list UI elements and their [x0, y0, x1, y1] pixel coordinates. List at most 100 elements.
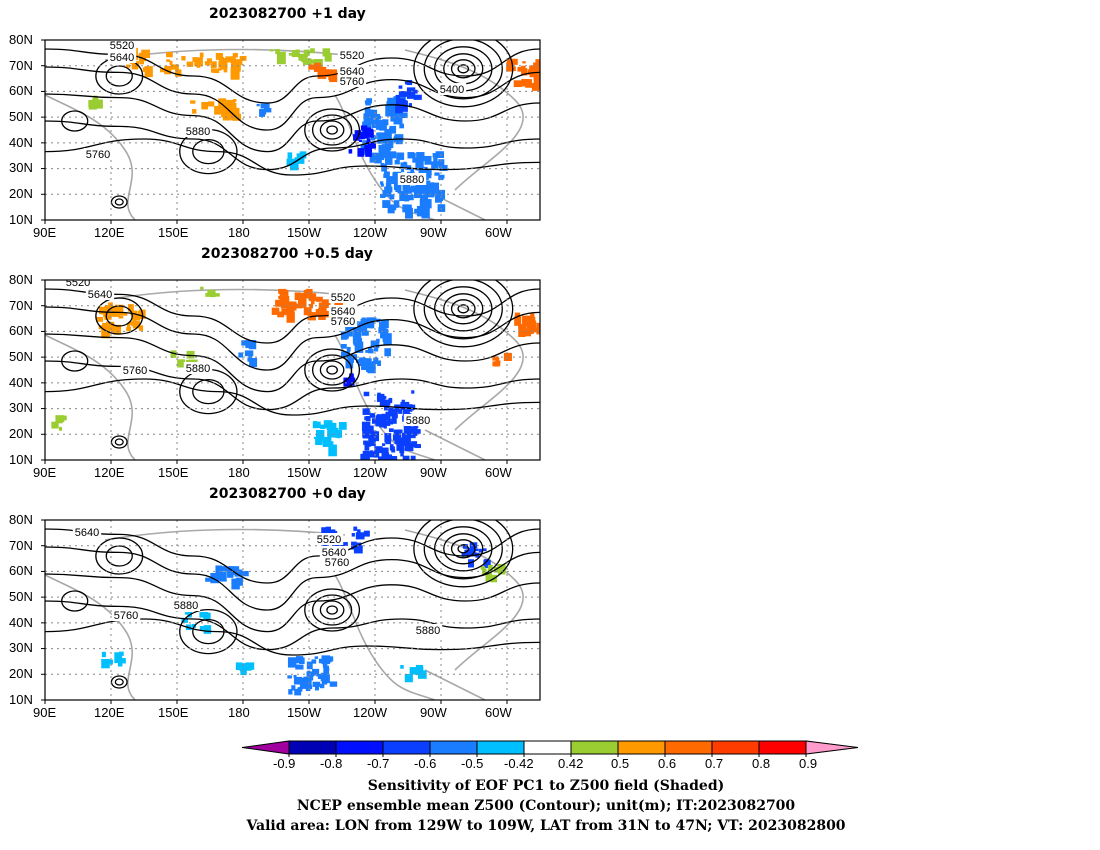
shaded-cell	[430, 182, 440, 195]
contour-label-bg	[397, 173, 427, 185]
shaded-cell	[199, 626, 204, 631]
shaded-cell	[343, 383, 349, 387]
shaded-cell	[281, 308, 287, 316]
shaded-cell	[228, 566, 234, 571]
shaded-cell	[398, 91, 406, 98]
contour-line	[45, 288, 540, 344]
shaded-cell	[400, 162, 408, 167]
shaded-cell	[298, 53, 308, 60]
colorbar-label: 0.9	[799, 756, 818, 771]
shaded-cell	[391, 106, 399, 116]
shaded-cell	[99, 306, 106, 315]
shaded-cell	[438, 162, 444, 169]
shaded-cell	[316, 429, 325, 441]
shaded-cell	[277, 56, 282, 61]
lat-label: 70N	[9, 58, 33, 73]
shaded-cell	[406, 432, 416, 439]
shaded-cell	[141, 56, 146, 59]
shaded-cell	[376, 132, 380, 136]
lon-label: 120E	[94, 225, 125, 240]
shaded-cell	[206, 58, 212, 63]
contour-line	[45, 333, 540, 393]
colorbar-box	[617, 740, 666, 755]
shaded-cell	[322, 663, 328, 668]
contour-ring	[105, 65, 133, 87]
contour-label-bg	[183, 125, 213, 137]
shaded-cell	[101, 326, 110, 339]
contour-ring	[61, 590, 89, 612]
shaded-cell	[117, 660, 123, 667]
shaded-cell	[199, 52, 204, 58]
shaded-cell	[240, 666, 247, 676]
shaded-cell	[294, 292, 301, 301]
lon-label: 150E	[158, 465, 189, 480]
gridlines	[45, 280, 540, 460]
shaded-cell	[207, 101, 215, 107]
shaded-cell	[424, 155, 432, 165]
shaded-cell	[238, 352, 244, 358]
contour-label: 5880	[406, 415, 430, 427]
shaded-cell	[410, 169, 415, 173]
contour-label-bg	[314, 533, 344, 545]
shaded-cell	[395, 135, 403, 145]
shaded-cell	[517, 66, 522, 72]
shaded-cell	[264, 103, 270, 109]
shaded-cell	[528, 320, 537, 330]
shaded-cell	[419, 199, 429, 211]
shaded-cell	[404, 673, 413, 683]
shaded-cell	[366, 115, 374, 123]
contour-ring	[326, 125, 338, 135]
shaded-cell	[384, 139, 394, 149]
shaded-cell	[364, 443, 370, 451]
contour-label-bg	[337, 49, 367, 61]
shaded-cell	[406, 80, 413, 86]
shaded-cell	[533, 62, 537, 67]
shaded-cell	[391, 411, 398, 419]
shaded-cell	[299, 657, 305, 665]
lon-label: 60W	[485, 705, 512, 720]
lon-label: 120W	[353, 465, 387, 480]
shaded-cell	[387, 97, 395, 108]
shaded-cell	[278, 288, 287, 294]
shaded-cell	[400, 168, 405, 173]
shaded-cell	[431, 161, 439, 169]
shaded-cell	[384, 171, 390, 178]
shaded-cell	[539, 63, 540, 70]
shaded-cell	[404, 443, 414, 452]
shaded-cell	[230, 62, 237, 68]
contour-label: 5760	[123, 365, 147, 377]
contour-label: 5760	[114, 610, 138, 622]
shaded-cell	[392, 207, 397, 211]
shaded-cell	[340, 344, 347, 349]
lat-label: 80N	[9, 512, 33, 527]
shaded-cell	[205, 292, 210, 297]
shaded-cell	[321, 655, 331, 665]
coastline-segment	[424, 429, 486, 460]
contour-ring	[450, 539, 476, 559]
shaded-cell	[434, 172, 440, 176]
contour-label-bg	[328, 291, 358, 303]
shaded-cell	[351, 533, 355, 537]
shaded-cell	[474, 548, 479, 552]
contour-ring	[110, 435, 128, 449]
shaded-cell	[354, 341, 364, 353]
shaded-cell	[417, 670, 427, 679]
shaded-cell	[209, 290, 214, 297]
shaded-cell	[210, 572, 219, 584]
shaded-cell	[402, 455, 410, 460]
shaded-cell	[320, 424, 326, 430]
lat-label: 80N	[9, 272, 33, 287]
contour-ring	[413, 280, 514, 348]
lat-label: 30N	[9, 400, 33, 415]
shaded-cell	[376, 393, 385, 402]
shaded-cell	[291, 685, 296, 691]
shaded-cell	[525, 79, 532, 88]
lat-label: 40N	[9, 135, 33, 150]
shaded-cell	[378, 456, 384, 460]
contour-ring	[450, 59, 476, 79]
shaded-cell	[185, 359, 190, 363]
shaded-cell	[384, 348, 392, 357]
shaded-cell	[369, 152, 379, 163]
shaded-cell	[321, 299, 331, 308]
